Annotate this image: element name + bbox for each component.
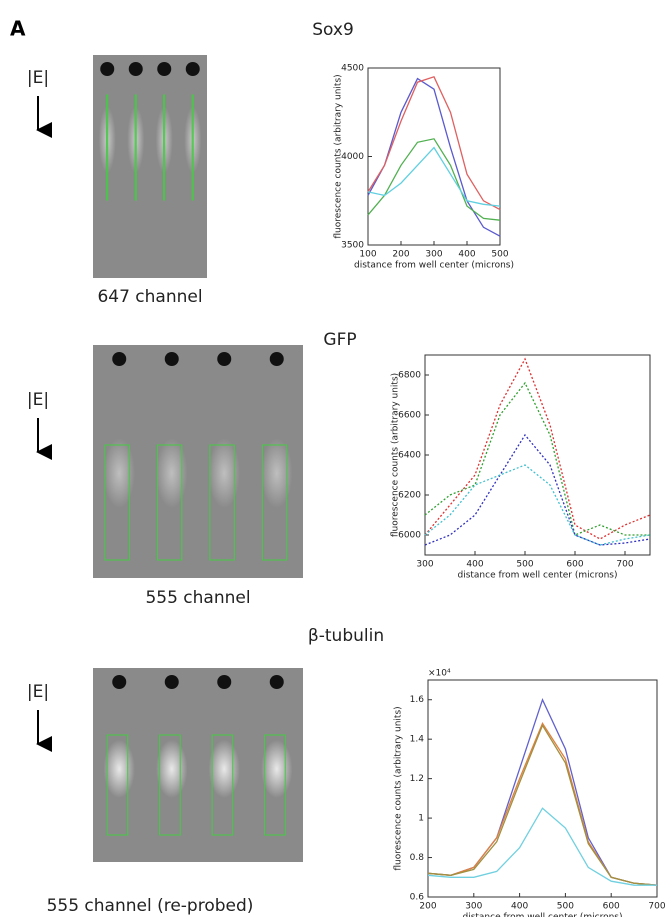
lane-box: [211, 734, 234, 836]
well: [269, 675, 284, 689]
x-tick-label: 600: [566, 560, 583, 570]
series-line: [424, 357, 651, 540]
x-tick-label: 500: [516, 560, 533, 570]
lane-box: [106, 94, 109, 201]
field-label: |E|: [27, 682, 49, 702]
well: [185, 62, 200, 76]
band: [103, 438, 135, 509]
lane-box: [106, 734, 129, 836]
well: [100, 62, 115, 76]
y-tick-label: 6800: [398, 371, 421, 381]
x-tick-label: 400: [466, 560, 483, 570]
y-tick-label: 4500: [341, 64, 364, 74]
y-tick-label: 3500: [341, 241, 364, 251]
plot-frame: [427, 679, 658, 898]
x-tick-label: 700: [616, 560, 633, 570]
series-line: [367, 146, 501, 207]
image-caption: 647 channel: [97, 287, 202, 307]
well: [269, 352, 284, 366]
lane-box: [104, 444, 130, 561]
y-tick-label: 0.6: [410, 893, 425, 903]
y-tick-label: 1: [418, 814, 424, 824]
panel-title: GFP: [323, 330, 356, 350]
series-line: [367, 77, 501, 237]
y-tick-label: 0.8: [410, 853, 425, 863]
well: [157, 62, 172, 76]
well: [217, 675, 232, 689]
field-label: |E|: [27, 390, 49, 410]
band: [103, 739, 135, 798]
well: [112, 675, 127, 689]
series-line: [367, 138, 501, 221]
band: [156, 739, 188, 798]
band: [208, 739, 240, 798]
series-line: [424, 381, 650, 536]
y-tick-label: 6600: [398, 411, 421, 421]
x-tick-label: 300: [416, 560, 433, 570]
x-tick-label: 500: [491, 250, 508, 260]
lane-box: [156, 444, 183, 561]
x-tick-label: 500: [557, 902, 574, 912]
series-line: [427, 807, 657, 886]
x-tick-label: 200: [392, 250, 409, 260]
series-line: [427, 723, 658, 886]
x-tick-label: 300: [425, 250, 442, 260]
y-axis-label: fluorescence counts (arbitrary units): [334, 74, 344, 238]
x-tick-label: 300: [465, 902, 482, 912]
well: [164, 352, 179, 366]
well: [112, 352, 127, 366]
band: [261, 438, 293, 509]
lane-box: [134, 94, 137, 201]
y-tick-label: 6200: [398, 491, 421, 501]
x-axis-label: distance from well center (microns): [457, 571, 617, 581]
band: [208, 438, 240, 509]
band: [156, 438, 188, 509]
lane-box: [163, 94, 166, 201]
plot-frame: [367, 67, 501, 246]
y-axis-label: fluorescence counts (arbitrary units): [394, 706, 404, 870]
series-line: [424, 433, 651, 546]
lane-box: [159, 734, 181, 836]
y-tick-label: 1.4: [410, 735, 425, 745]
series-line: [367, 76, 501, 211]
well: [217, 352, 232, 366]
well: [128, 62, 143, 76]
lane-box: [191, 94, 194, 201]
panel-label: A: [10, 17, 26, 41]
x-axis-label: distance from well center (microns): [462, 913, 622, 918]
y-multiplier: ×10⁴: [428, 669, 451, 679]
well: [164, 675, 179, 689]
x-tick-label: 100: [359, 250, 376, 260]
x-tick-label: 200: [419, 902, 436, 912]
x-tick-label: 700: [648, 902, 665, 912]
lane-box: [264, 734, 286, 836]
y-tick-label: 6400: [398, 451, 421, 461]
x-axis-label: distance from well center (microns): [354, 261, 514, 271]
lane-box: [209, 444, 235, 561]
x-tick-label: 600: [603, 902, 620, 912]
series-line: [424, 464, 651, 546]
y-tick-label: 4000: [341, 152, 364, 162]
image-caption: 555 channel (re-probed): [47, 896, 254, 916]
lane-box: [261, 444, 288, 561]
x-tick-label: 400: [511, 902, 528, 912]
panel-title: Sox9: [312, 20, 354, 40]
plot-frame: [424, 354, 651, 556]
panel-title: β-tubulin: [308, 626, 384, 646]
y-tick-label: 1.2: [410, 774, 424, 784]
image-caption: 555 channel: [145, 588, 250, 608]
band: [261, 739, 293, 798]
y-axis-label: fluorescence counts (arbitrary units): [391, 373, 401, 537]
y-tick-label: 6000: [398, 531, 421, 541]
x-tick-label: 400: [458, 250, 475, 260]
field-label: |E|: [27, 68, 49, 88]
y-tick-label: 1.6: [410, 695, 425, 705]
